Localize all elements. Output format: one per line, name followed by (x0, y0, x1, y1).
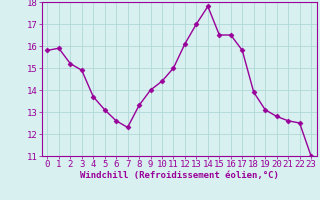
X-axis label: Windchill (Refroidissement éolien,°C): Windchill (Refroidissement éolien,°C) (80, 171, 279, 180)
